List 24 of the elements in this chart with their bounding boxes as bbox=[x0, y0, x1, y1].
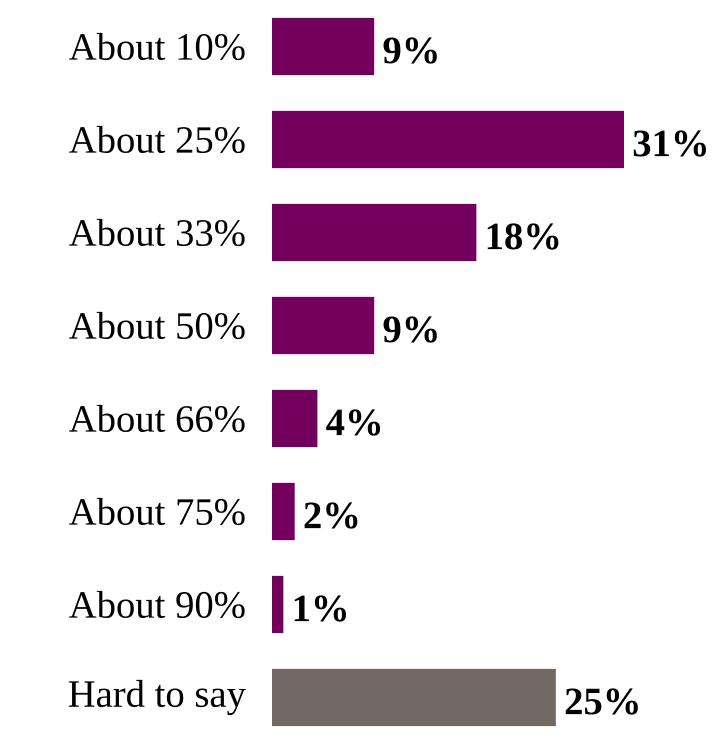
y-tick-label: About 50% bbox=[69, 312, 245, 340]
bar bbox=[272, 668, 556, 726]
y-tick-label: About 90% bbox=[69, 590, 245, 618]
data-label: 9% bbox=[384, 316, 437, 343]
data-label: 1% bbox=[294, 595, 346, 622]
y-tick-label: About 33% bbox=[69, 218, 245, 246]
bar bbox=[272, 204, 476, 262]
bar bbox=[272, 482, 295, 540]
bar bbox=[272, 390, 318, 448]
data-label: 18% bbox=[488, 223, 558, 250]
bar bbox=[272, 296, 374, 354]
data-label: 31% bbox=[634, 130, 706, 157]
bar bbox=[272, 110, 624, 168]
data-label: 9% bbox=[384, 37, 437, 64]
data-label: 4% bbox=[326, 409, 380, 436]
y-tick-label: Hard to say bbox=[68, 680, 246, 716]
y-tick-label: About 25% bbox=[69, 126, 245, 154]
data-label: 2% bbox=[304, 502, 358, 529]
y-tick-label: About 75% bbox=[69, 498, 245, 526]
bar bbox=[272, 576, 284, 634]
data-label: 25% bbox=[566, 688, 638, 715]
y-tick-label: About 66% bbox=[69, 404, 245, 432]
bar bbox=[272, 18, 374, 76]
y-tick-label: About 10% bbox=[69, 32, 245, 60]
